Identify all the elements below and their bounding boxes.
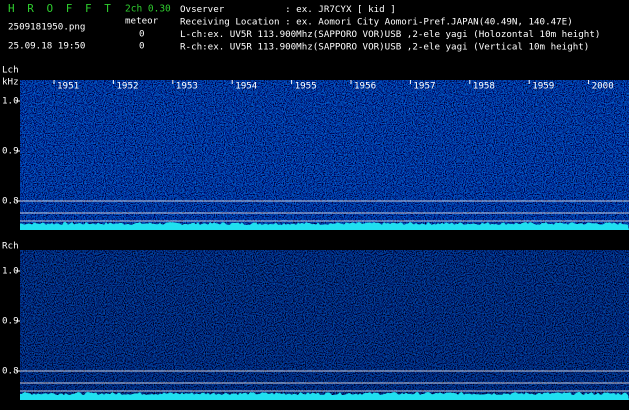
time-label: 1957 [413, 81, 435, 92]
channel-label: Rch [2, 241, 19, 252]
spectrogram-noise [20, 80, 629, 230]
time-label: 1953 [176, 81, 198, 92]
info-block: Ovserver : ex. JR7CYX [ kid ] Receiving L… [180, 4, 600, 53]
freq-label: 1.0 [2, 266, 19, 277]
time-label: 1952 [116, 81, 138, 92]
mode: 2ch 0.30 [125, 4, 171, 15]
channel-label: Lch [2, 65, 19, 76]
time-label: 1956 [354, 81, 376, 92]
info-line: L-ch:ex. UV5R 113.900Mhz(SAPPORO VOR)USB… [180, 29, 600, 40]
noise-floor [20, 222, 629, 230]
time-label: 1955 [295, 81, 317, 92]
info-line: Receiving Location : ex. Aomori City Aom… [180, 17, 573, 28]
freq-label: 0.8 [2, 196, 19, 207]
freq-label: 1.0 [2, 96, 19, 107]
freq-label: 0.9 [2, 146, 19, 157]
app-name: H R O F F T [8, 2, 114, 15]
freq-label: 0.9 [2, 316, 19, 327]
info-line: R-ch:ex. UV5R 113.900Mhz(SAPPORO VOR)USB… [180, 42, 589, 53]
info-line: Ovserver : ex. JR7CYX [ kid ] [180, 4, 396, 15]
datetime: 25.09.18 19:50 [8, 41, 85, 52]
time-label: 1954 [235, 81, 258, 92]
time-label: 2000 [592, 81, 614, 92]
spectrogram-noise [20, 250, 629, 400]
rch-count: 0 [139, 41, 145, 52]
time-label: 1951 [57, 81, 79, 92]
filename: 2509181950.png [8, 22, 85, 33]
unit-label: kHz [2, 77, 19, 88]
meteor-label: meteor [125, 16, 159, 27]
noise-floor [20, 392, 629, 400]
time-label: 1959 [532, 81, 554, 92]
lch-count: 0 [139, 29, 145, 40]
freq-label: 0.8 [2, 366, 19, 377]
time-label: 1958 [473, 81, 495, 92]
